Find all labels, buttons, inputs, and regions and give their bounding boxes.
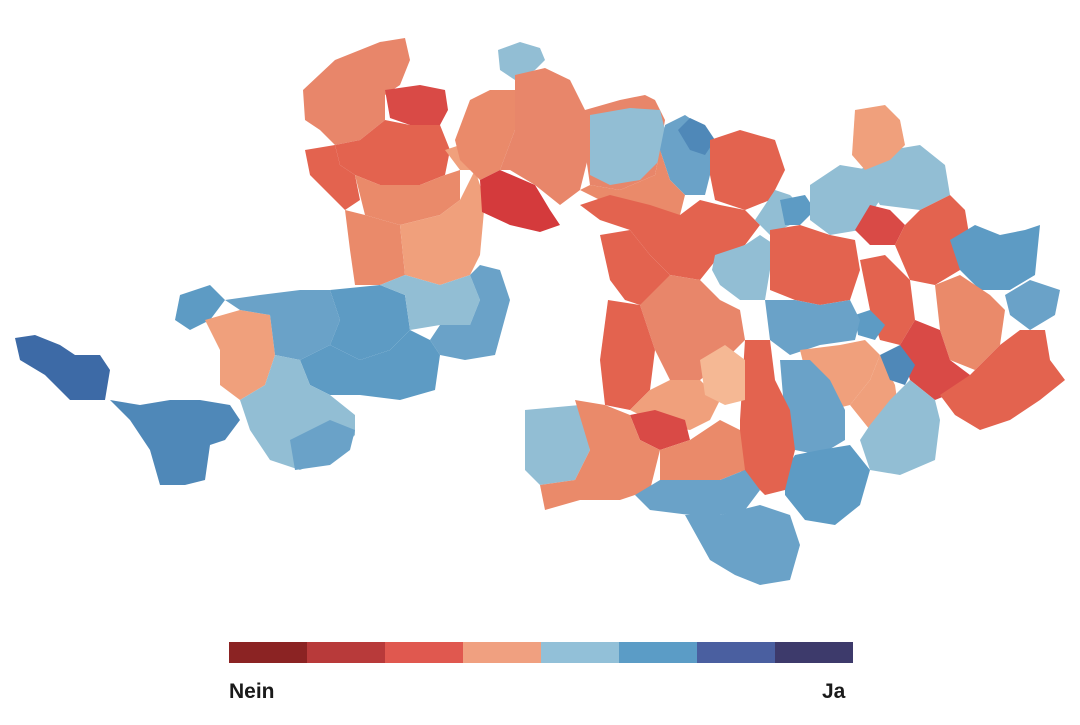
municipality[interactable] xyxy=(330,285,410,360)
municipality[interactable] xyxy=(935,275,1005,370)
municipality[interactable] xyxy=(700,345,745,405)
color-legend xyxy=(229,642,853,663)
municipality[interactable] xyxy=(1005,280,1060,330)
municipality[interactable] xyxy=(855,310,885,340)
municipality[interactable] xyxy=(785,445,870,525)
legend-swatch xyxy=(775,642,853,663)
municipality[interactable] xyxy=(940,330,1065,430)
municipality[interactable] xyxy=(300,330,440,400)
municipality[interactable] xyxy=(860,255,915,345)
municipality[interactable] xyxy=(678,118,715,155)
municipality[interactable] xyxy=(205,310,275,400)
municipality[interactable] xyxy=(290,420,355,470)
legend-swatch xyxy=(229,642,307,663)
legend-swatch xyxy=(463,642,541,663)
municipality[interactable] xyxy=(305,145,360,210)
municipality[interactable] xyxy=(600,230,670,305)
municipality[interactable] xyxy=(175,285,225,330)
municipality[interactable] xyxy=(855,205,905,245)
municipality[interactable] xyxy=(225,290,340,360)
municipality[interactable] xyxy=(355,170,460,225)
municipality[interactable] xyxy=(525,405,590,485)
municipality[interactable] xyxy=(740,340,795,495)
municipality[interactable] xyxy=(852,105,905,170)
municipality[interactable] xyxy=(712,235,775,300)
municipality[interactable] xyxy=(630,410,690,450)
municipality[interactable] xyxy=(635,470,760,515)
municipality[interactable] xyxy=(600,300,655,410)
legend-swatch xyxy=(307,642,385,663)
municipality[interactable] xyxy=(770,225,860,305)
municipality[interactable] xyxy=(660,420,745,480)
municipality[interactable] xyxy=(345,210,405,285)
municipality[interactable] xyxy=(540,400,660,510)
municipality[interactable] xyxy=(685,505,800,585)
municipality[interactable] xyxy=(765,300,860,355)
municipality[interactable] xyxy=(710,130,785,210)
municipality[interactable] xyxy=(900,320,970,400)
municipality[interactable] xyxy=(780,360,845,455)
municipality[interactable] xyxy=(455,90,515,180)
legend-swatch xyxy=(541,642,619,663)
municipality[interactable] xyxy=(380,275,480,330)
municipality[interactable] xyxy=(780,195,815,225)
region-north xyxy=(455,42,785,232)
municipality[interactable] xyxy=(110,400,240,485)
legend-label-ja: Ja xyxy=(822,680,846,703)
legend-label-nein: Nein xyxy=(229,680,275,703)
municipality[interactable] xyxy=(950,225,1040,290)
region-east xyxy=(525,105,1065,585)
legend-swatch xyxy=(697,642,775,663)
legend-swatch xyxy=(385,642,463,663)
municipality[interactable] xyxy=(895,195,970,285)
legend-swatch xyxy=(619,642,697,663)
municipality[interactable] xyxy=(400,170,485,285)
municipality[interactable] xyxy=(498,42,545,80)
region-west xyxy=(15,38,510,485)
municipality[interactable] xyxy=(590,108,665,185)
municipality[interactable] xyxy=(860,380,940,475)
municipality[interactable] xyxy=(385,85,448,125)
municipality[interactable] xyxy=(480,170,560,232)
map xyxy=(15,38,1065,585)
municipality[interactable] xyxy=(335,120,450,185)
municipality[interactable] xyxy=(15,335,110,400)
municipality[interactable] xyxy=(303,38,410,145)
municipality[interactable] xyxy=(880,345,915,385)
municipality[interactable] xyxy=(430,265,510,360)
municipality[interactable] xyxy=(500,68,590,205)
